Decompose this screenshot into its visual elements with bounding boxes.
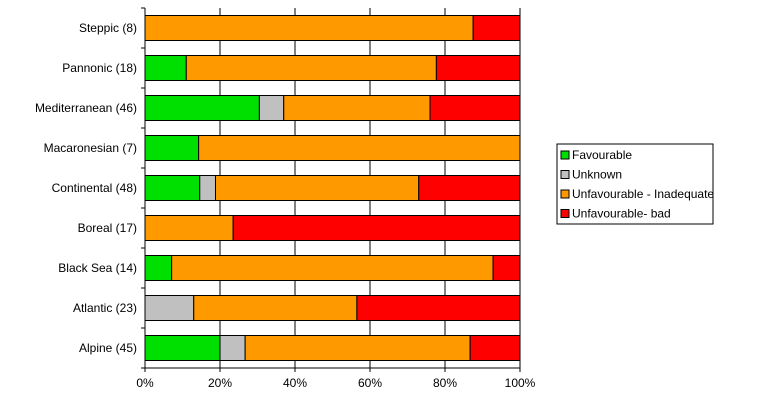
bar-segment — [492, 255, 521, 281]
legend-label: Unfavourable- bad — [572, 207, 671, 221]
bar-segment — [244, 335, 471, 361]
legend-swatch — [560, 170, 570, 179]
bar-segment — [144, 135, 200, 161]
bar-segment — [198, 135, 521, 161]
bar-segment — [435, 55, 521, 81]
x-tick-label: 20% — [208, 376, 232, 390]
bar-segment — [199, 175, 216, 201]
bar-segment — [258, 95, 285, 121]
bar-segment — [144, 335, 221, 361]
bar-segment — [144, 55, 187, 81]
legend-swatch — [560, 189, 570, 199]
category-label: Continental (48) — [52, 181, 137, 195]
category-label: Pannonic (18) — [62, 61, 137, 75]
x-tick-label: 40% — [283, 376, 307, 390]
bar-segment — [144, 255, 173, 281]
bar-segment — [144, 175, 201, 201]
legend: Favourable Unknown Unfavourable - Inadequa… — [556, 143, 714, 225]
category-label: Atlantic (23) — [73, 301, 137, 315]
bar-segment — [356, 295, 521, 321]
legend-swatch — [560, 150, 570, 160]
x-tick-label: 100% — [505, 376, 536, 390]
category-labels: Steppic (8) Pannonic (18) Mediterranean (4… — [35, 21, 137, 355]
bar-segment — [144, 295, 195, 321]
x-tick-labels: 0% 20% 40% 60% 80% 100% — [136, 376, 535, 390]
x-tick-label: 0% — [136, 376, 154, 390]
bar-segment — [144, 95, 260, 121]
bar-segment — [418, 175, 521, 201]
category-label: Black Sea (14) — [58, 261, 137, 275]
legend-swatch — [560, 209, 570, 218]
category-label: Macaronesian (7) — [44, 141, 137, 155]
bar-segment — [232, 215, 521, 241]
bar-segment — [144, 15, 474, 41]
bar-segment — [429, 95, 521, 121]
legend-box — [556, 143, 714, 225]
bar-segment — [219, 335, 246, 361]
bar-segment — [193, 295, 358, 321]
x-tick-label: 60% — [358, 376, 382, 390]
category-label: Alpine (45) — [79, 341, 137, 355]
bar-segment — [472, 15, 521, 41]
legend-label: Unfavourable - Inadequate — [572, 187, 714, 201]
bar-segment — [283, 95, 431, 121]
category-label: Boreal (17) — [78, 221, 137, 235]
bar-segment — [469, 335, 521, 361]
legend-label: Unknown — [572, 168, 622, 182]
category-label: Mediterranean (46) — [35, 101, 137, 115]
bar-segment — [215, 175, 420, 201]
bar-segment — [144, 215, 234, 241]
axes — [141, 7, 521, 372]
bar-segment — [185, 55, 437, 81]
bars — [144, 15, 521, 361]
category-label: Steppic (8) — [79, 21, 137, 35]
bar-segment — [171, 255, 494, 281]
legend-label: Favourable — [572, 148, 632, 162]
x-tick-label: 80% — [433, 376, 457, 390]
